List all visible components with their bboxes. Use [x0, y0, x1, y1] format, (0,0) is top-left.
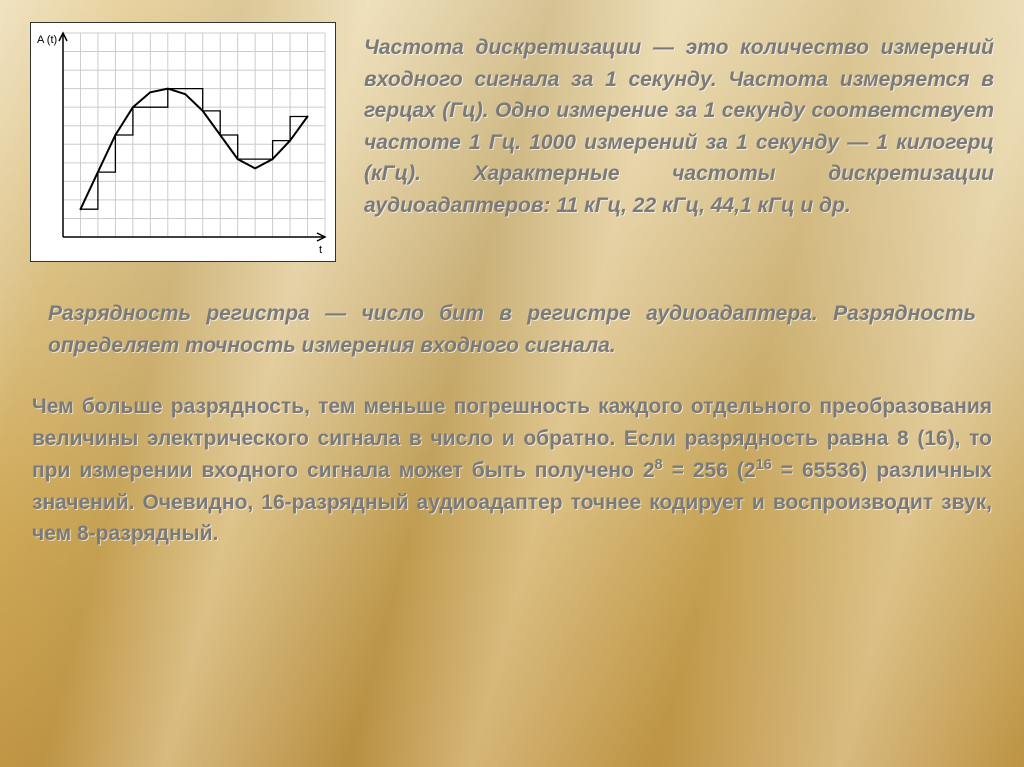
chart-svg: A (t) t	[35, 27, 331, 257]
paragraph-bit-depth-def: Разрядность регистра — число бит в регис…	[30, 298, 994, 361]
paragraph-bit-depth-explain: Чем больше разрядность, тем меньше погре…	[30, 391, 994, 550]
svg-text:t: t	[319, 244, 322, 256]
top-row: A (t) t Частота дискретизации — это колич…	[30, 22, 994, 262]
sampling-chart: A (t) t	[30, 22, 336, 262]
svg-text:A (t): A (t)	[37, 34, 57, 46]
slide-content: A (t) t Частота дискретизации — это колич…	[0, 0, 1024, 570]
paragraph-sampling-rate: Частота дискретизации — это количество и…	[364, 22, 994, 221]
